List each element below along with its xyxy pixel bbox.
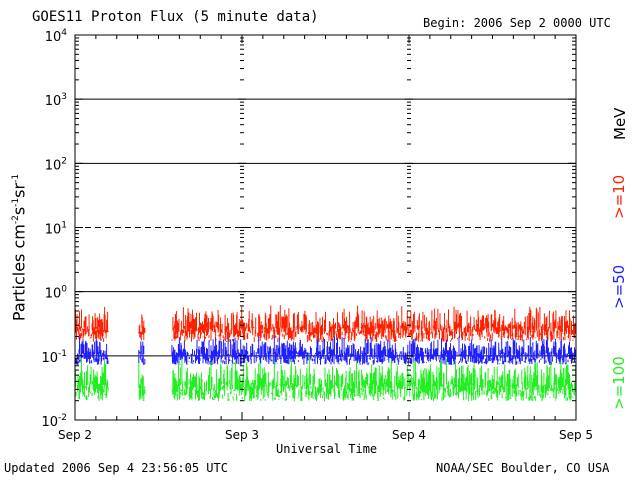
y-tick-label: 104 <box>45 28 68 45</box>
y-tick-label: 102 <box>45 156 67 173</box>
x-tick-label: Sep 3 <box>225 428 259 442</box>
series-10-line <box>74 305 576 343</box>
credit-line: NOAA/SEC Boulder, CO USA <box>436 461 610 475</box>
updated-timestamp: Updated 2006 Sep 4 23:56:05 UTC <box>4 461 228 475</box>
chart-title: GOES11 Proton Flux (5 minute data) <box>32 9 319 25</box>
begin-time: Begin: 2006 Sep 2 0000 UTC <box>423 16 611 30</box>
y-tick-label: 103 <box>45 92 67 109</box>
x-tick-label: Sep 2 <box>58 428 92 442</box>
y-tick-label: 10-1 <box>41 349 67 366</box>
legend-ge100: >=100 <box>610 356 628 410</box>
x-tick-label: Sep 5 <box>559 428 593 442</box>
y-tick-label: 100 <box>45 285 68 302</box>
x-tick-label: Sep 4 <box>392 428 426 442</box>
y-tick-label: 101 <box>45 221 67 238</box>
legend-unit-mev: MeV <box>611 107 629 140</box>
legend-ge50: >=50 <box>610 264 628 309</box>
y-tick-label: 10-2 <box>41 413 67 430</box>
series-50-line <box>74 335 576 365</box>
legend-ge10: >=10 <box>610 174 628 219</box>
x-axis-label: Universal Time <box>276 442 378 456</box>
